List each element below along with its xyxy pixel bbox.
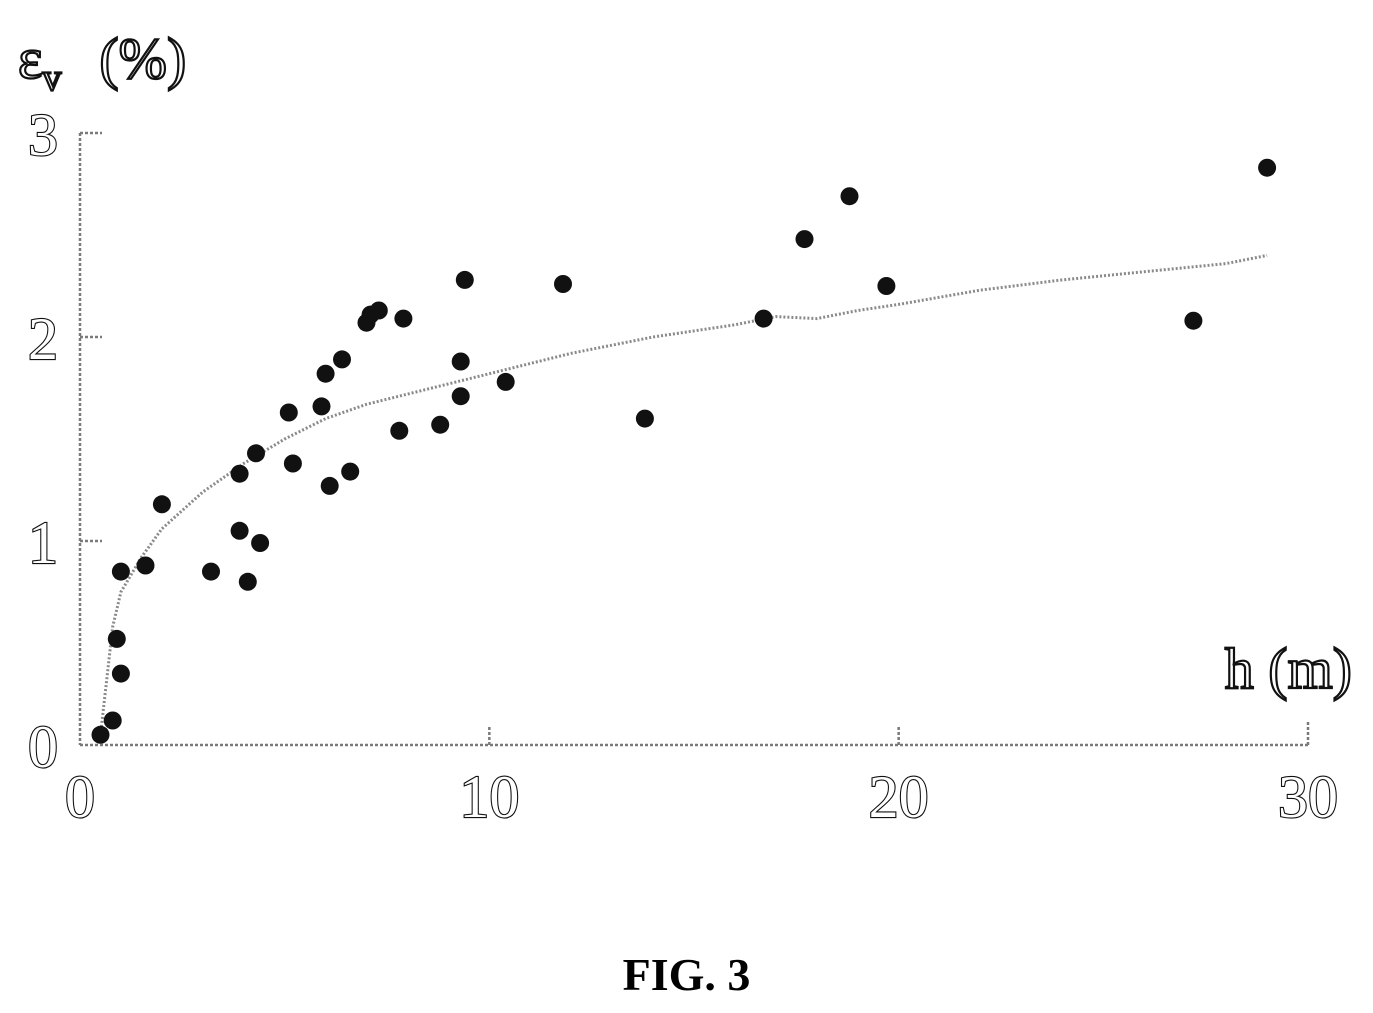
data-point <box>111 562 130 581</box>
data-point <box>369 301 388 320</box>
data-point <box>455 270 474 289</box>
data-point <box>877 277 896 295</box>
data-point <box>111 664 130 683</box>
data-point <box>320 476 339 495</box>
data-point <box>333 350 351 369</box>
data-point <box>394 309 413 328</box>
data-point <box>635 409 654 428</box>
y-axis-title-subscript: v <box>42 57 61 99</box>
data-point <box>136 556 155 575</box>
data-point <box>247 444 265 463</box>
data-point <box>451 352 470 371</box>
y-tick-label: 0 <box>28 714 58 780</box>
data-point <box>312 397 331 416</box>
x-tick-label: 10 <box>459 764 519 830</box>
y-axis-title-symbol: ε <box>18 26 42 91</box>
figure-caption: FIG. 3 <box>622 949 751 1000</box>
data-point <box>152 495 171 514</box>
data-point <box>754 309 773 328</box>
data-point <box>496 372 515 391</box>
data-point <box>107 629 126 648</box>
y-axis-title-unit: (%) <box>99 26 186 91</box>
fit-line-layer <box>99 253 1268 735</box>
data-point <box>316 364 335 383</box>
x-axis-title: h (m) <box>1225 636 1352 701</box>
y-tick-label: 1 <box>28 510 58 576</box>
points-layer <box>91 158 1277 744</box>
data-point <box>103 711 122 730</box>
x-tick-label: 30 <box>1278 764 1338 830</box>
y-tick-label: 2 <box>28 306 58 372</box>
y-tick-label: 3 <box>28 102 58 168</box>
fit-curve <box>99 253 1268 735</box>
data-point <box>283 454 302 473</box>
ticks-layer: 0 10 20 30 0 1 2 3 <box>27 101 1339 831</box>
data-point <box>238 572 257 591</box>
data-point <box>279 403 298 422</box>
y-axis-title: εv (%) <box>18 26 186 99</box>
data-point <box>431 415 450 434</box>
data-point <box>840 187 859 206</box>
data-point <box>1258 158 1277 177</box>
data-point <box>451 387 470 406</box>
data-point <box>91 725 110 744</box>
data-point <box>230 521 249 540</box>
x-tick-label: 20 <box>869 764 929 830</box>
scatter-chart: εv (%) h (m) 0 10 20 30 0 1 2 3 <box>17 25 1353 831</box>
data-point <box>390 421 409 440</box>
data-point <box>251 534 270 552</box>
x-tick-label: 0 <box>65 764 95 830</box>
data-point <box>554 275 572 293</box>
data-point <box>795 230 814 249</box>
data-point <box>341 462 360 481</box>
data-point <box>1184 311 1203 330</box>
data-point <box>202 562 220 581</box>
data-point <box>230 464 249 483</box>
